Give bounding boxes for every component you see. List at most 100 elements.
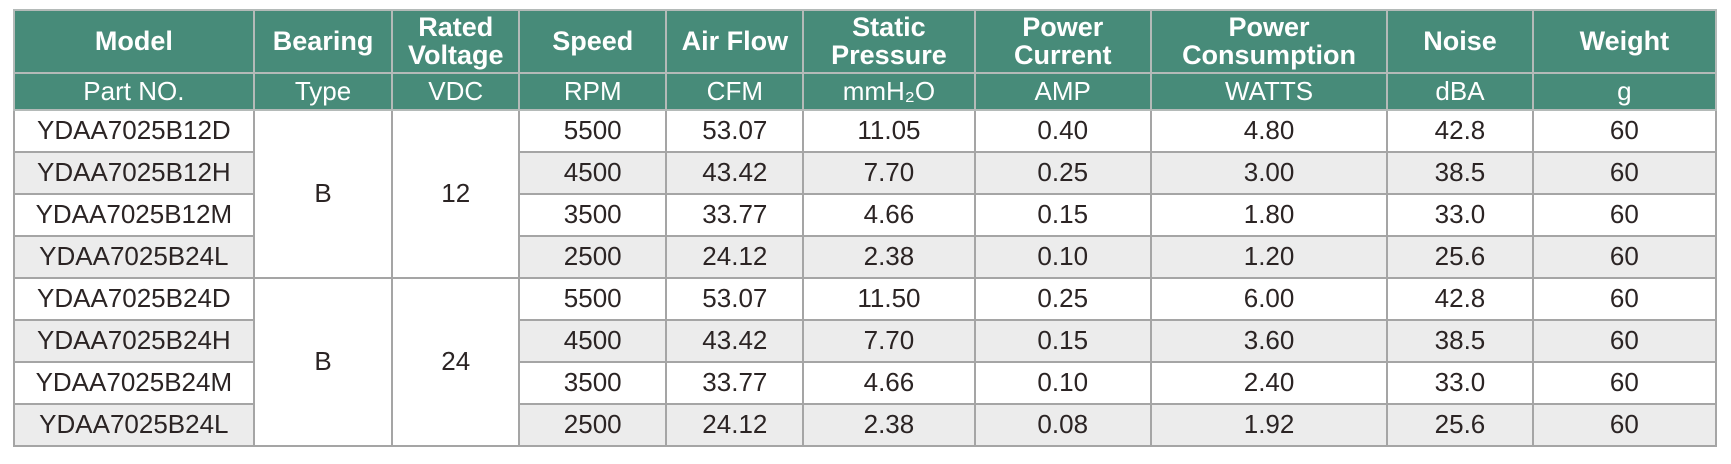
cell-static: 2.38 <box>802 234 976 279</box>
cell-voltage-group: 12 <box>391 108 521 279</box>
col-header-speed: Speed <box>518 9 668 74</box>
cell-static: 11.50 <box>802 276 976 321</box>
cell-current: 0.08 <box>973 402 1152 447</box>
cell-noise: 33.0 <box>1386 192 1534 237</box>
spec-row: YDAA7025B24M 3500 33.77 4.66 0.10 2.40 3… <box>13 360 1718 405</box>
spec-row: YDAA7025B24D B 24 5500 53.07 11.50 0.25 … <box>13 276 1718 447</box>
col-header-bearing: Bearing <box>252 9 394 74</box>
cell-airflow: 33.77 <box>665 360 805 405</box>
cell-noise: 42.8 <box>1386 276 1534 321</box>
cell-model: YDAA7025B24M <box>13 360 255 405</box>
cell-power: 4.80 <box>1149 108 1389 153</box>
col-header-current: Power Current <box>973 9 1152 74</box>
cell-model: YDAA7025B24D <box>13 276 255 321</box>
col-unit-current: AMP <box>973 71 1152 111</box>
cell-current: 0.10 <box>973 360 1152 405</box>
cell-weight: 60 <box>1531 318 1718 363</box>
col-unit-airflow: CFM <box>665 71 805 111</box>
cell-speed: 2500 <box>518 402 668 447</box>
cell-airflow: 33.77 <box>665 192 805 237</box>
cell-weight: 60 <box>1531 402 1718 447</box>
cell-model: YDAA7025B12M <box>13 192 255 237</box>
cell-power: 1.80 <box>1149 192 1389 237</box>
spec-row: YDAA7025B24H 4500 43.42 7.70 0.15 3.60 3… <box>13 318 1718 363</box>
fan-spec-table: Model Bearing Rated Voltage Speed Air Fl… <box>13 9 1718 447</box>
col-unit-voltage: VDC <box>391 71 521 111</box>
cell-noise: 42.8 <box>1386 108 1534 153</box>
cell-noise: 38.5 <box>1386 318 1534 363</box>
cell-speed: 5500 <box>518 108 668 153</box>
cell-static: 7.70 <box>802 318 976 363</box>
cell-bearing-group: B <box>252 276 394 447</box>
cell-model: YDAA7025B24H <box>13 318 255 363</box>
col-unit-static: mmH₂O <box>802 71 976 111</box>
cell-speed: 3500 <box>518 192 668 237</box>
cell-current: 0.15 <box>973 318 1152 363</box>
cell-speed: 4500 <box>518 318 668 363</box>
cell-static: 2.38 <box>802 402 976 447</box>
cell-noise: 38.5 <box>1386 150 1534 195</box>
cell-static: 4.66 <box>802 192 976 237</box>
spec-row: YDAA7025B12D B 12 5500 53.07 11.05 0.40 … <box>13 108 1718 279</box>
cell-speed: 3500 <box>518 360 668 405</box>
cell-airflow: 24.12 <box>665 234 805 279</box>
cell-current: 0.25 <box>973 276 1152 321</box>
cell-power: 6.00 <box>1149 276 1389 321</box>
cell-airflow: 43.42 <box>665 318 805 363</box>
col-header-airflow: Air Flow <box>665 9 805 74</box>
col-unit-power: WATTS <box>1149 71 1389 111</box>
cell-weight: 60 <box>1531 234 1718 279</box>
cell-model: YDAA7025B24L <box>13 402 255 447</box>
col-header-weight: Weight <box>1531 9 1718 74</box>
spec-table-container: Model Bearing Rated Voltage Speed Air Fl… <box>13 9 1718 447</box>
cell-current: 0.10 <box>973 234 1152 279</box>
cell-speed: 5500 <box>518 276 668 321</box>
col-unit-weight: g <box>1531 71 1718 111</box>
col-header-voltage: Rated Voltage <box>391 9 521 74</box>
cell-power: 2.40 <box>1149 360 1389 405</box>
cell-noise: 25.6 <box>1386 402 1534 447</box>
spec-row: YDAA7025B12H 4500 43.42 7.70 0.25 3.00 3… <box>13 150 1718 195</box>
col-unit-model: Part NO. <box>13 71 255 111</box>
cell-bearing-group: B <box>252 108 394 279</box>
cell-airflow: 24.12 <box>665 402 805 447</box>
col-unit-speed: RPM <box>518 71 668 111</box>
cell-noise: 33.0 <box>1386 360 1534 405</box>
cell-power: 1.20 <box>1149 234 1389 279</box>
cell-power: 3.60 <box>1149 318 1389 363</box>
cell-voltage-group: 24 <box>391 276 521 447</box>
cell-weight: 60 <box>1531 150 1718 195</box>
cell-weight: 60 <box>1531 276 1718 321</box>
col-header-noise: Noise <box>1386 9 1534 74</box>
cell-weight: 60 <box>1531 192 1718 237</box>
cell-model: YDAA7025B12D <box>13 108 255 153</box>
spec-row: YDAA7025B12M 3500 33.77 4.66 0.15 1.80 3… <box>13 192 1718 237</box>
spec-row: YDAA7025B24L 2500 24.12 2.38 0.10 1.20 2… <box>13 234 1718 279</box>
col-header-model: Model <box>13 9 255 74</box>
cell-airflow: 43.42 <box>665 150 805 195</box>
cell-noise: 25.6 <box>1386 234 1534 279</box>
cell-speed: 2500 <box>518 234 668 279</box>
cell-weight: 60 <box>1531 108 1718 153</box>
cell-static: 7.70 <box>802 150 976 195</box>
cell-current: 0.40 <box>973 108 1152 153</box>
cell-model: YDAA7025B12H <box>13 150 255 195</box>
cell-power: 3.00 <box>1149 150 1389 195</box>
cell-current: 0.25 <box>973 150 1152 195</box>
col-unit-bearing: Type <box>252 71 394 111</box>
col-header-power: Power Consumption <box>1149 9 1389 74</box>
header-row-main: Model Bearing Rated Voltage Speed Air Fl… <box>13 9 1718 74</box>
cell-airflow: 53.07 <box>665 276 805 321</box>
header-row-units: Part NO. Type VDC RPM CFM mmH₂O AMP WATT… <box>13 71 1718 111</box>
cell-static: 11.05 <box>802 108 976 153</box>
col-unit-noise: dBA <box>1386 71 1534 111</box>
cell-static: 4.66 <box>802 360 976 405</box>
cell-weight: 60 <box>1531 360 1718 405</box>
cell-current: 0.15 <box>973 192 1152 237</box>
cell-model: YDAA7025B24L <box>13 234 255 279</box>
cell-airflow: 53.07 <box>665 108 805 153</box>
spec-row: YDAA7025B24L 2500 24.12 2.38 0.08 1.92 2… <box>13 402 1718 447</box>
cell-speed: 4500 <box>518 150 668 195</box>
col-header-static: Static Pressure <box>802 9 976 74</box>
